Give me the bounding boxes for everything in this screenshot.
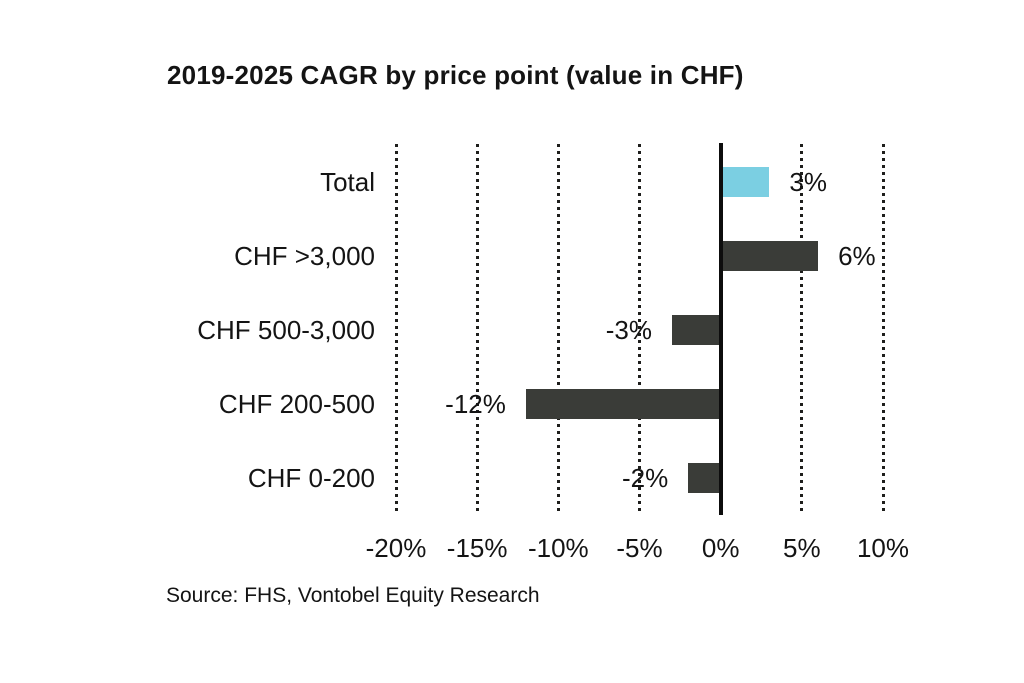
bar <box>525 389 721 419</box>
gridline <box>475 144 479 514</box>
x-tick-label: 10% <box>856 533 910 563</box>
gridline <box>638 144 641 514</box>
bar-value-label: 6% <box>838 241 876 271</box>
bar <box>720 167 770 197</box>
category-label: CHF 500-3,000 <box>197 315 375 345</box>
category-label: Total <box>320 167 375 197</box>
gridline <box>556 144 560 514</box>
category-label: CHF 200-500 <box>218 389 375 419</box>
bar-value-label: -2% <box>621 463 669 493</box>
bar <box>720 241 819 271</box>
bar <box>671 315 721 345</box>
bar-value-label: -12% <box>445 389 506 419</box>
category-label: CHF 0-200 <box>247 463 375 493</box>
chart-title: 2019-2025 CAGR by price point (value in … <box>167 60 744 90</box>
gridline <box>800 144 804 514</box>
gridline <box>394 144 398 514</box>
x-tick-label: -20% <box>365 533 427 563</box>
zero-axis-line <box>718 143 723 515</box>
x-tick-label: -15% <box>446 533 508 563</box>
category-label: CHF >3,000 <box>234 241 375 271</box>
gridline <box>881 144 885 514</box>
x-tick-label: -10% <box>527 533 589 563</box>
source-note: Source: FHS, Vontobel Equity Research <box>166 584 540 607</box>
x-tick-label: -5% <box>616 533 663 563</box>
x-tick-label: 0% <box>701 533 740 563</box>
bar-value-label: -3% <box>605 315 652 345</box>
x-tick-label: 5% <box>783 533 821 563</box>
bar-value-label: 3% <box>789 167 827 197</box>
bar <box>688 463 721 493</box>
